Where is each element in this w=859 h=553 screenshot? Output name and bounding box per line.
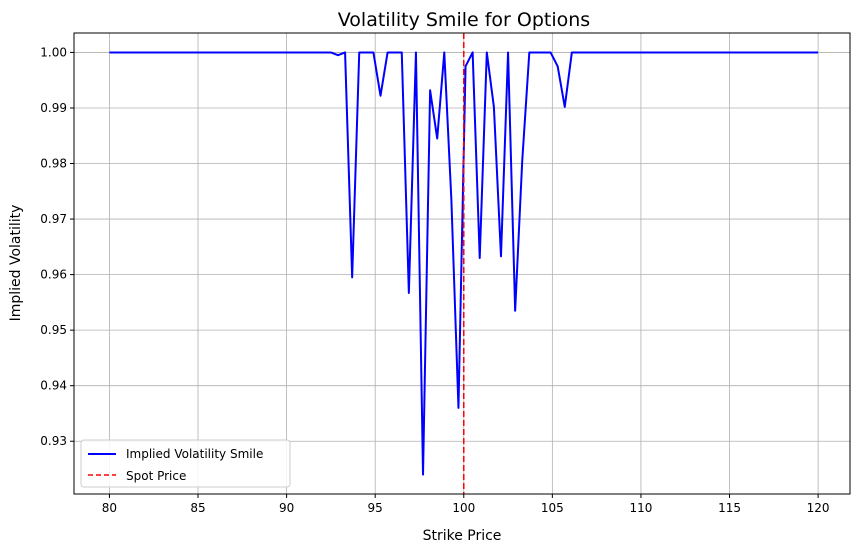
plot-frame bbox=[73, 32, 851, 495]
y-tick-label: 1.00 bbox=[40, 45, 67, 59]
x-tick-label: 95 bbox=[368, 501, 383, 515]
legend-label-spot: Spot Price bbox=[126, 469, 186, 483]
y-tick-label: 0.97 bbox=[40, 212, 67, 226]
y-tick-label: 0.98 bbox=[40, 157, 67, 171]
y-tick-label: 0.93 bbox=[40, 434, 67, 448]
plot-lines bbox=[109, 33, 819, 494]
chart-title: Volatility Smile for Options bbox=[338, 9, 590, 31]
y-tick-label: 0.99 bbox=[40, 101, 67, 115]
legend-label-smile: Implied Volatility Smile bbox=[126, 447, 263, 461]
x-tick-label: 105 bbox=[541, 501, 564, 515]
x-tick-label: 115 bbox=[718, 501, 741, 515]
x-tick-label: 100 bbox=[452, 501, 475, 515]
x-axis-title: Strike Price bbox=[423, 528, 502, 544]
y-tick-label: 0.95 bbox=[40, 323, 67, 337]
y-tick-label: 0.96 bbox=[40, 268, 67, 282]
implied-volatility-line bbox=[109, 51, 819, 476]
y-tick-label: 0.94 bbox=[40, 379, 67, 393]
x-tick-label: 85 bbox=[190, 501, 205, 515]
x-tick-label: 120 bbox=[807, 501, 830, 515]
legend-box bbox=[80, 439, 291, 488]
x-tick-label: 80 bbox=[102, 501, 117, 515]
x-axis: 80 85 90 95 100 105 110 115 120 bbox=[102, 494, 830, 515]
x-tick-label: 90 bbox=[279, 501, 294, 515]
legend: Implied Volatility Smile Spot Price bbox=[80, 439, 291, 488]
y-axis: 0.93 0.94 0.95 0.96 0.97 0.98 0.99 1.00 bbox=[40, 45, 74, 448]
x-tick-label: 110 bbox=[629, 501, 652, 515]
y-axis-title: Implied Volatility bbox=[8, 205, 24, 322]
